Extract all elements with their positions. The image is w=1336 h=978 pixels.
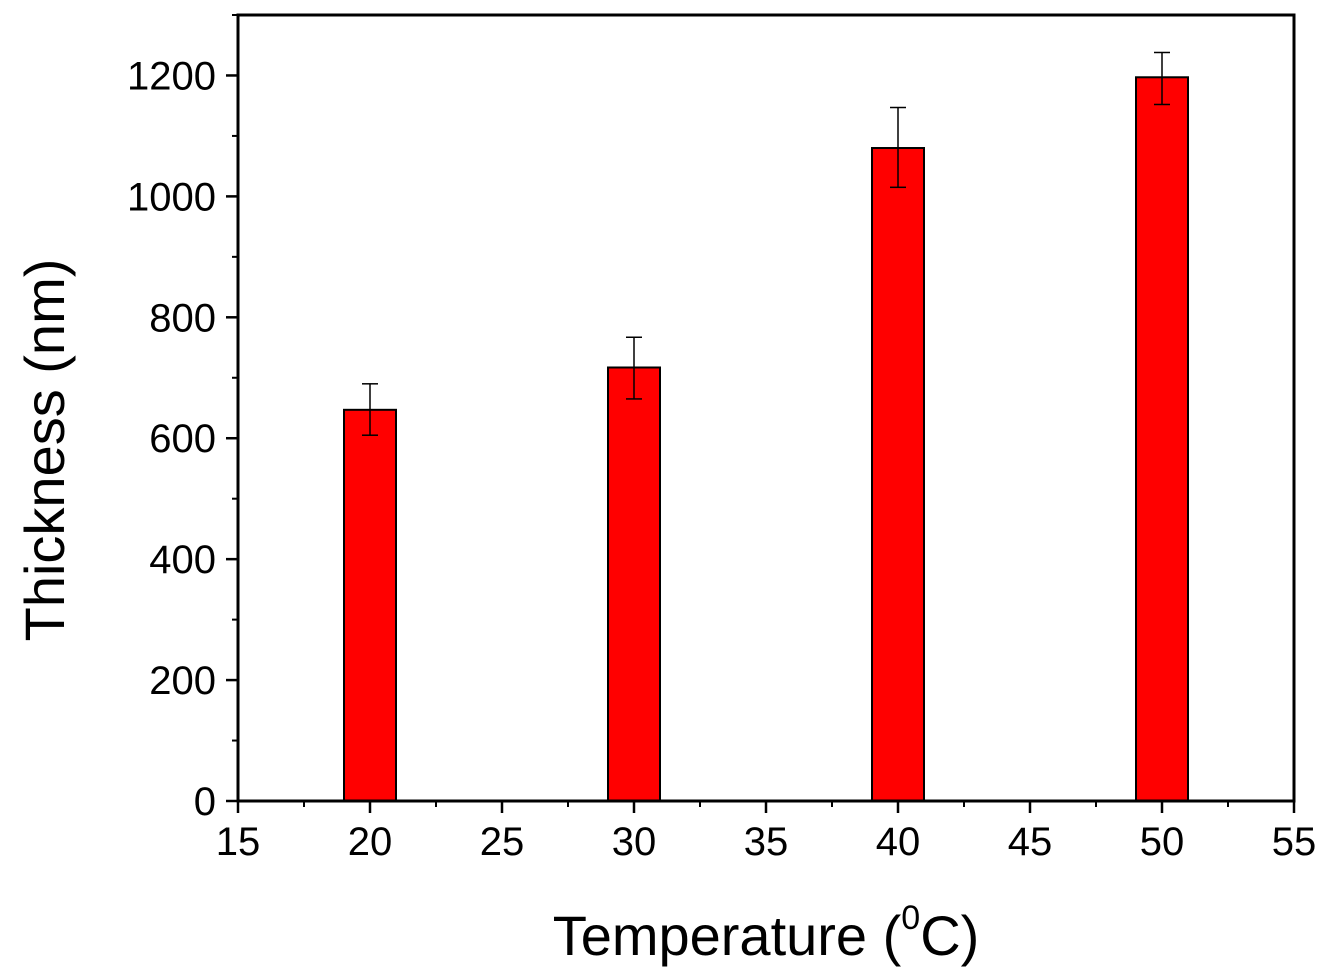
x-axis-title-main: Temperature ( xyxy=(553,904,902,967)
y-axis-title: Thickness (nm) xyxy=(13,259,76,642)
y-tick-label: 1000 xyxy=(127,175,216,219)
x-tick-label: 45 xyxy=(1008,820,1053,864)
y-tick-label: 600 xyxy=(149,417,216,461)
error-bars-group xyxy=(362,51,1170,436)
x-axis-title-unit: C) xyxy=(920,904,979,967)
x-tick-label: 25 xyxy=(480,820,525,864)
bars-group xyxy=(343,76,1189,802)
x-axis-ticks: 15 20 25 30 35 40 45 50 55 xyxy=(216,801,1317,864)
x-tick-label: 15 xyxy=(216,820,261,864)
x-axis-title-superscript: 0 xyxy=(901,899,920,937)
x-tick-label: 30 xyxy=(612,820,657,864)
x-tick-label: 20 xyxy=(348,820,393,864)
bar xyxy=(343,408,397,802)
bar xyxy=(607,366,661,802)
x-axis-title: Temperature (0C) xyxy=(553,899,980,967)
y-tick-label: 0 xyxy=(194,780,216,824)
x-tick-label: 35 xyxy=(744,820,789,864)
y-tick-label: 400 xyxy=(149,538,216,582)
y-tick-label: 1200 xyxy=(127,54,216,98)
x-tick-label: 55 xyxy=(1272,820,1317,864)
y-axis-ticks: 0 200 400 600 800 1000 1200 xyxy=(127,14,238,824)
x-tick-label: 40 xyxy=(876,820,921,864)
x-tick-label: 50 xyxy=(1140,820,1185,864)
y-tick-label: 800 xyxy=(149,296,216,340)
bar xyxy=(871,147,925,802)
bar xyxy=(1135,76,1189,802)
y-tick-label: 200 xyxy=(149,659,216,703)
